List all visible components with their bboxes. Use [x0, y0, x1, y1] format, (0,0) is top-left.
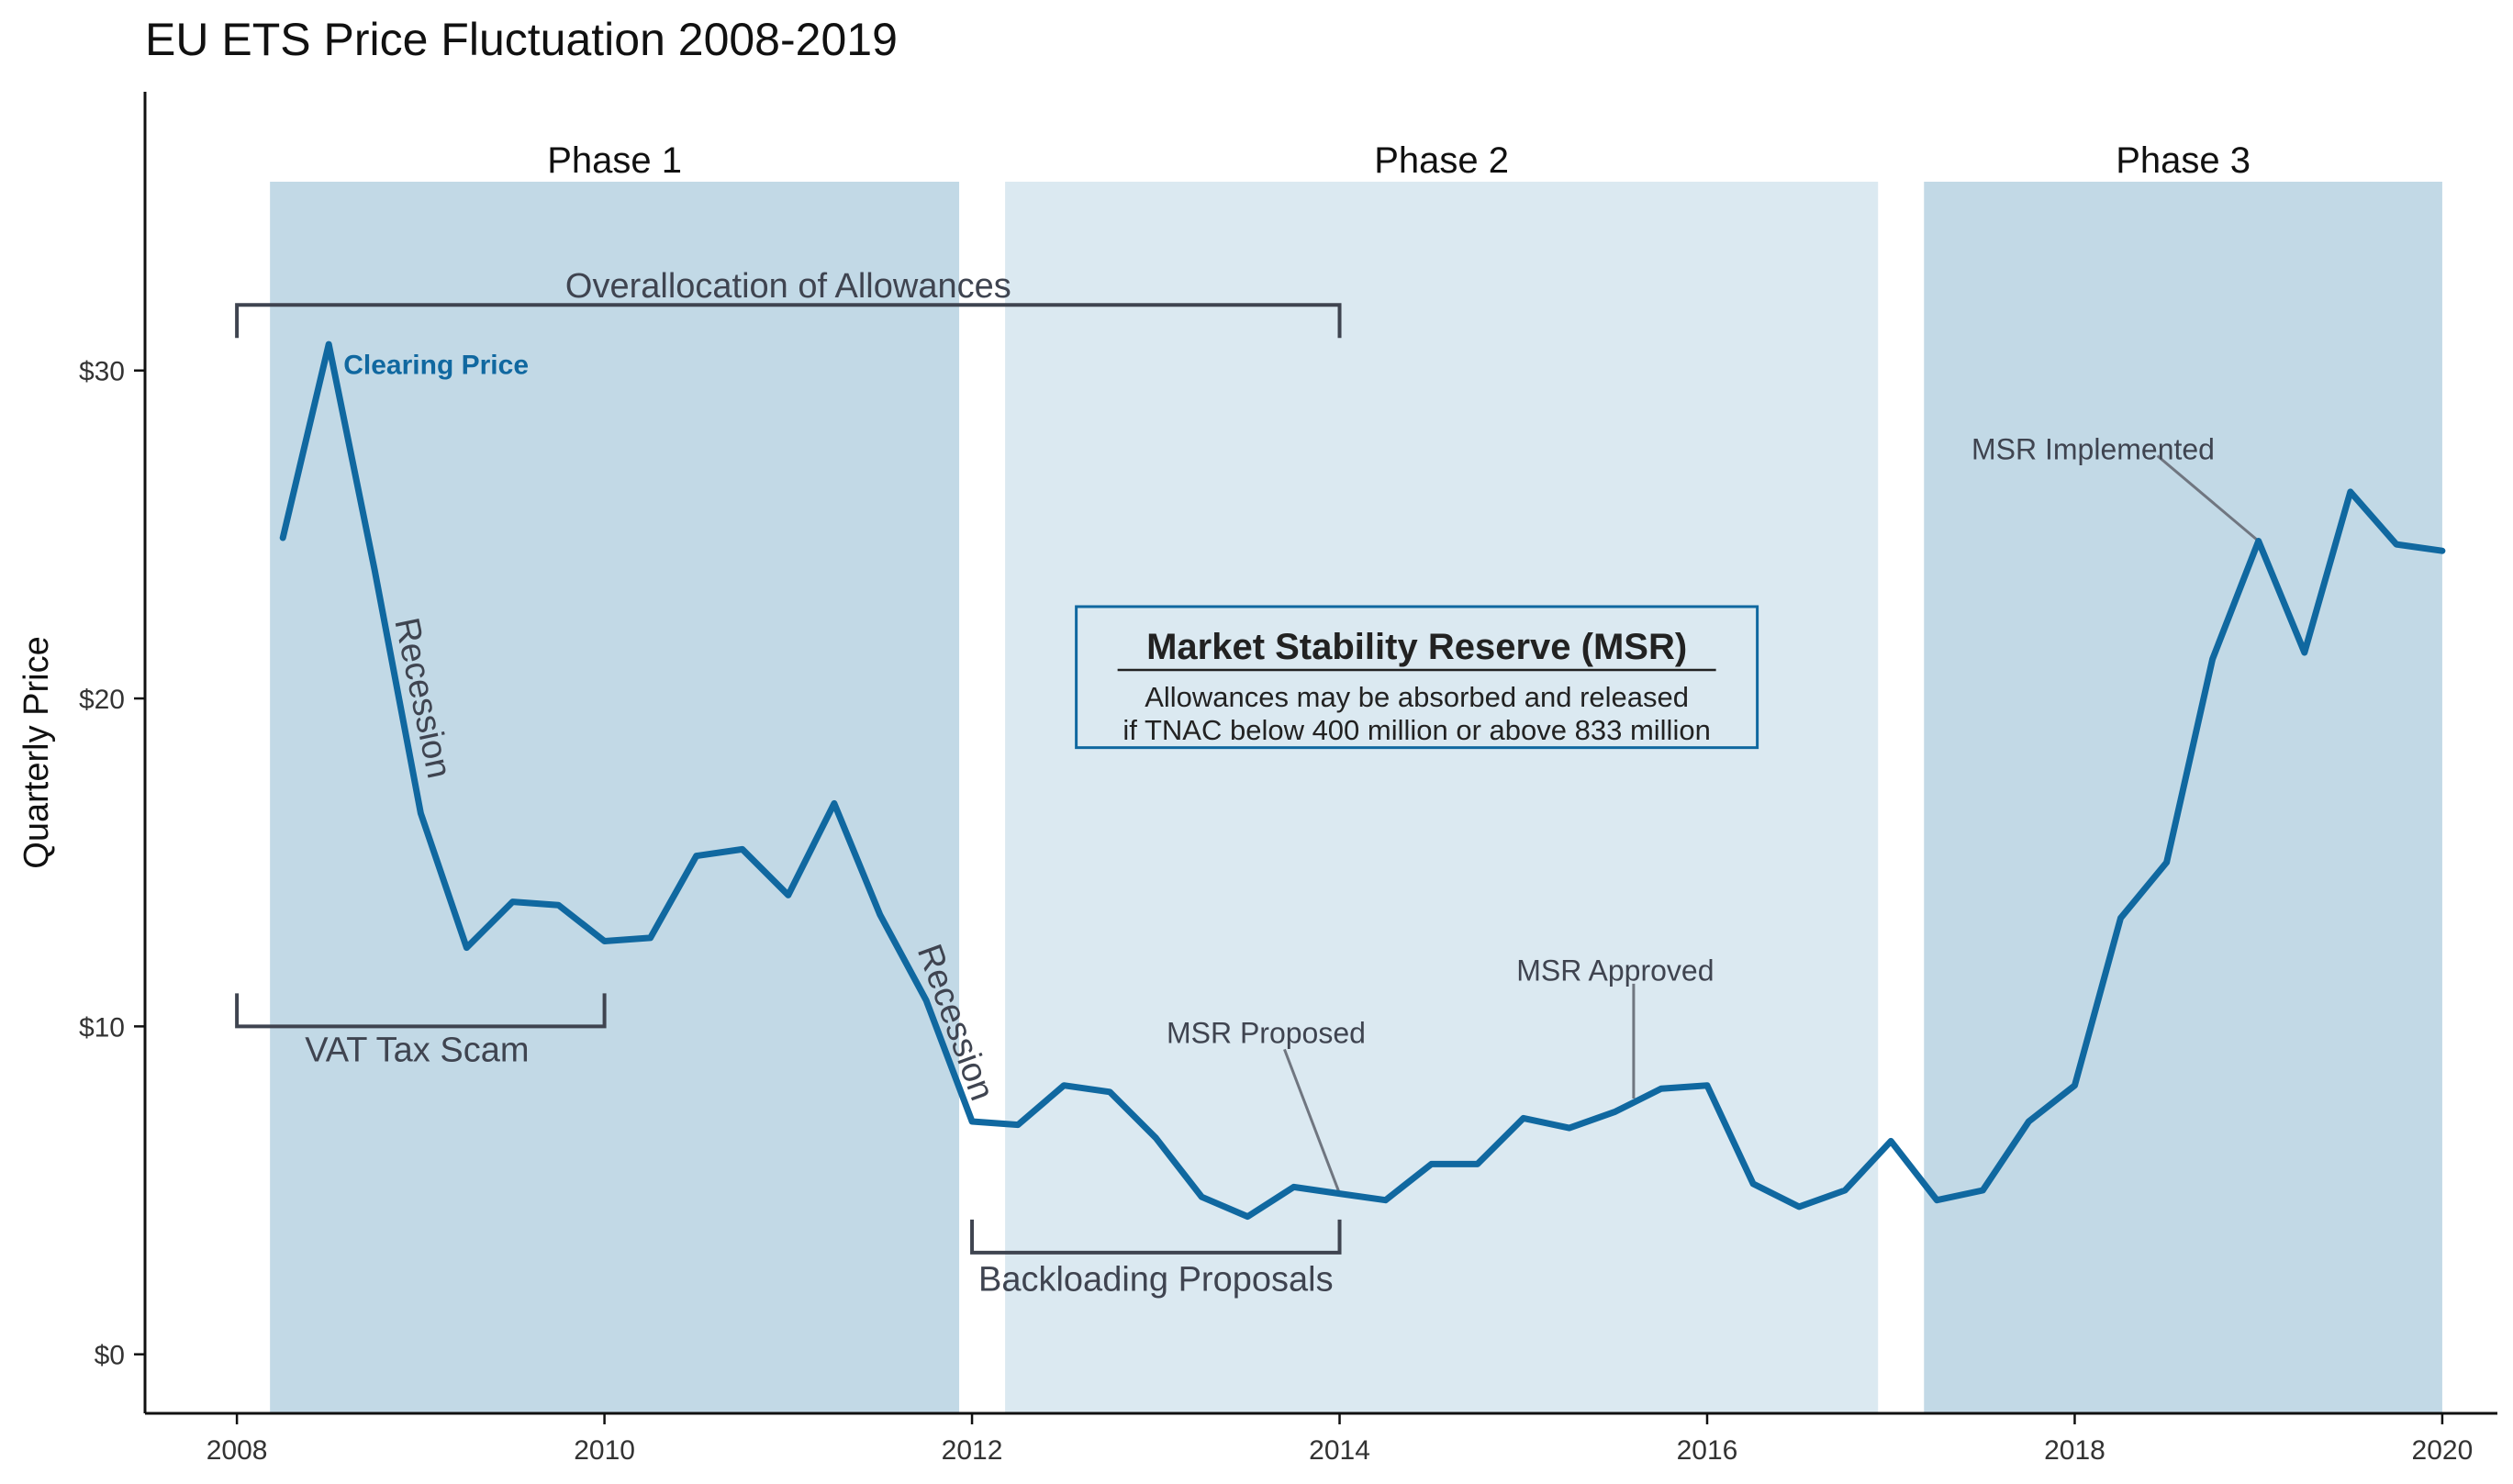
bracket-1	[235, 303, 1342, 339]
bracket-3	[970, 1219, 1342, 1255]
phase-label-2: Phase 2	[1374, 140, 1509, 181]
x-tick-label: 2016	[1677, 1435, 1738, 1466]
phase-bands: Phase 1 Phase 2 Phase 3	[270, 140, 2442, 1413]
phase-label-3: Phase 3	[2116, 140, 2251, 181]
msr-box-line-1: Allowances may be absorbed and released	[1145, 681, 1689, 713]
y-tick-label: $30	[79, 357, 125, 387]
y-tick-label: $10	[79, 1012, 125, 1043]
callout-label-1: MSR Proposed	[1167, 1017, 1366, 1050]
callout-label-3: MSR Implemented	[1971, 432, 2215, 465]
phase-band-2	[1005, 182, 1879, 1413]
series-layer: Clearing Price	[279, 340, 2446, 1221]
msr-box	[1075, 605, 1759, 750]
x-tick-label: 2018	[2044, 1435, 2105, 1466]
callout-label-2: MSR Approved	[1516, 954, 1714, 987]
callout-leader-1	[1283, 1048, 1341, 1195]
x-tick-label: 2012	[942, 1435, 1003, 1466]
phase-label-1: Phase 1	[547, 140, 682, 181]
y-tick-label: $20	[79, 685, 125, 715]
series-label-clearing-price: Clearing Price	[343, 351, 529, 381]
msr-box-line-2: if TNAC below 400 million or above 833 m…	[1122, 714, 1710, 746]
x-tick-label: 2014	[1309, 1435, 1370, 1466]
x-tick-label: 2020	[2412, 1435, 2474, 1466]
series-line-clearing-price	[279, 340, 2446, 1221]
y-tick-label: $0	[95, 1341, 125, 1371]
phase-band-1	[270, 182, 960, 1413]
bracket-label-1: Overallocation of Allowances	[565, 267, 1011, 306]
annotations: Overallocation of Allowances VAT Tax Scam…	[235, 267, 2260, 1299]
bracket-label-3: Backloading Proposals	[978, 1260, 1334, 1299]
y-axis-title: Quarterly Price	[17, 636, 56, 868]
axes: 2008 2010 2012 2014 2016 2018 2020 $0 $10 $20 $30	[79, 92, 2497, 1466]
callout-leader-3	[2156, 454, 2260, 542]
chart-title: EU ETS Price Fluctuation 2008-2019	[145, 14, 898, 65]
bracket-2	[235, 993, 607, 1029]
x-tick-label: 2008	[207, 1435, 268, 1466]
bracket-label-2: VAT Tax Scam	[305, 1031, 529, 1069]
msr-box-title: Market Stability Reserve (MSR)	[1146, 627, 1687, 667]
x-tick-label: 2010	[574, 1435, 635, 1466]
